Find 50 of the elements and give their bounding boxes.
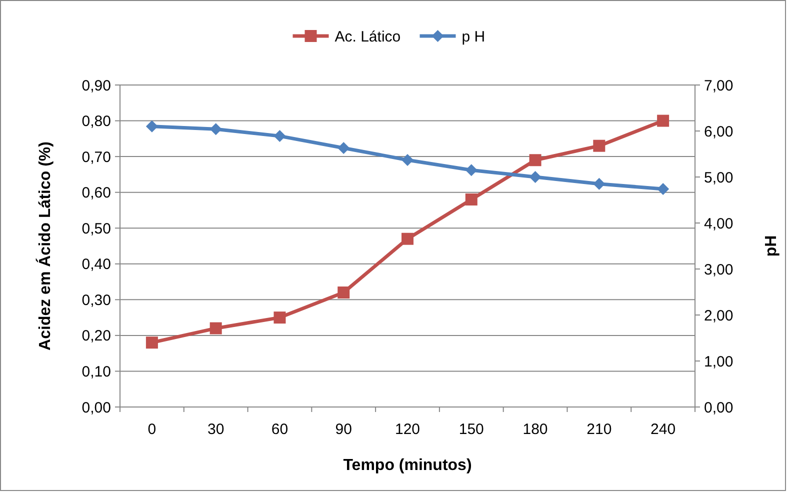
point xyxy=(402,154,414,166)
point xyxy=(465,193,478,206)
y-tick-label: 0,60 xyxy=(82,184,111,202)
y2-tick-label: 4,00 xyxy=(704,215,734,232)
x-tick-label: 150 xyxy=(458,421,484,438)
legend-label: Ac. Lático xyxy=(334,28,401,46)
y-tick-label: 0,70 xyxy=(82,148,111,166)
x-tick-label: 210 xyxy=(586,421,612,438)
y2-tick-label: 7,00 xyxy=(704,77,734,94)
point xyxy=(210,322,222,334)
point xyxy=(593,140,606,152)
point xyxy=(146,120,158,132)
point xyxy=(210,123,222,136)
y-tick-label: 0,50 xyxy=(82,220,111,238)
y-tick-label: 0,80 xyxy=(82,113,111,130)
y2-tick-label: 5,00 xyxy=(704,169,734,186)
point xyxy=(657,182,670,195)
point xyxy=(529,171,542,183)
y2-tick-label: 3,00 xyxy=(704,261,734,278)
point xyxy=(274,312,286,324)
x-tick-label: 0 xyxy=(148,421,156,438)
point xyxy=(529,154,542,166)
x-tick-label: 240 xyxy=(650,421,676,438)
x-axis-title: Tempo (minutos) xyxy=(343,457,472,474)
y-tick-label: 0,20 xyxy=(82,328,111,345)
point xyxy=(465,164,478,176)
y-tick-label: 0,00 xyxy=(82,399,111,416)
y-tick-label: 0,30 xyxy=(82,292,111,309)
point xyxy=(338,142,350,154)
point xyxy=(338,286,350,299)
y-tick-label: 0,10 xyxy=(82,363,111,380)
y2-tick-label: 0,00 xyxy=(704,399,734,416)
x-tick-label: 90 xyxy=(335,421,352,438)
y2-tick-label: 1,00 xyxy=(704,353,734,370)
point xyxy=(274,130,286,142)
x-tick-label: 120 xyxy=(394,421,420,438)
x-tick-label: 60 xyxy=(271,421,288,438)
y-tick-label: 0,90 xyxy=(82,77,111,94)
x-tick-label: 180 xyxy=(522,421,548,438)
y2-axis-title: pH xyxy=(763,235,780,257)
y2-tick-label: 6,00 xyxy=(704,123,734,140)
x-tick-label: 30 xyxy=(207,421,224,438)
y-tick-label: 0,40 xyxy=(82,256,111,274)
point xyxy=(402,232,414,245)
y-axis-title: Acidez em Ácido Lático (%) xyxy=(35,142,54,350)
y2-tick-label: 2,00 xyxy=(704,307,734,324)
point xyxy=(146,336,158,349)
point xyxy=(593,178,606,190)
legend-label: p H xyxy=(462,28,486,46)
point xyxy=(657,114,670,127)
